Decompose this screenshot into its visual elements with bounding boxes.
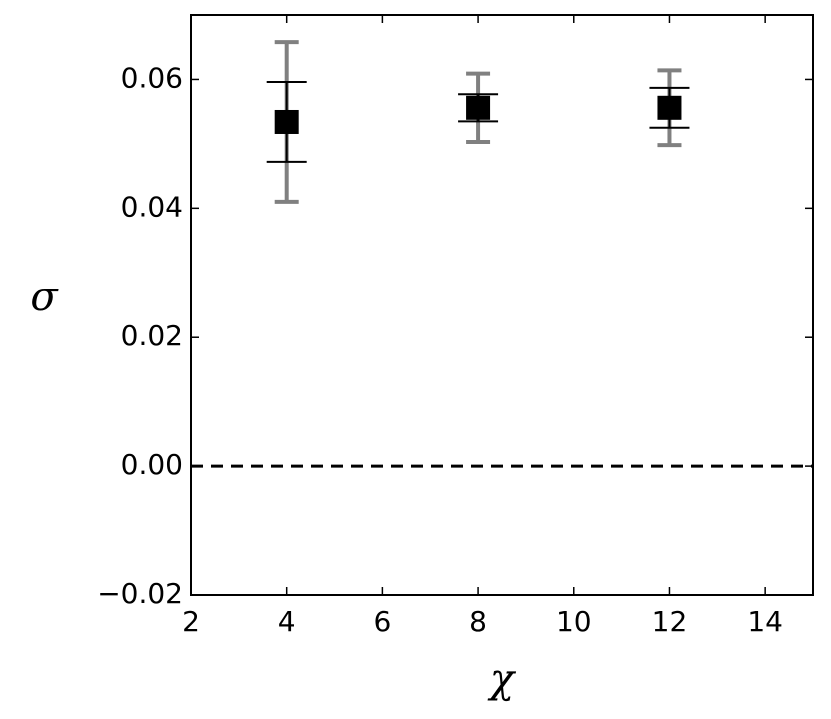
- x-tick-label: 12: [652, 605, 688, 638]
- y-tick-label: 0.02: [121, 319, 183, 352]
- x-tick-label: 6: [373, 605, 391, 638]
- x-tick-label: 10: [556, 605, 592, 638]
- x-axis-label: χ: [487, 656, 517, 702]
- y-tick-label: 0.04: [121, 190, 183, 223]
- y-tick-label: 0.00: [121, 448, 183, 481]
- y-tick-label: 0.06: [121, 61, 183, 94]
- marker: [466, 95, 491, 120]
- x-tick-label: 4: [278, 605, 296, 638]
- marker: [657, 95, 682, 120]
- x-tick-label: 8: [469, 605, 487, 638]
- y-axis-label: σ: [30, 274, 59, 320]
- x-tick-label: 14: [747, 605, 783, 638]
- plot-frame: [190, 14, 814, 596]
- x-tick-label: 2: [182, 605, 200, 638]
- marker: [274, 109, 299, 134]
- y-tick-label: −0.02: [97, 577, 183, 610]
